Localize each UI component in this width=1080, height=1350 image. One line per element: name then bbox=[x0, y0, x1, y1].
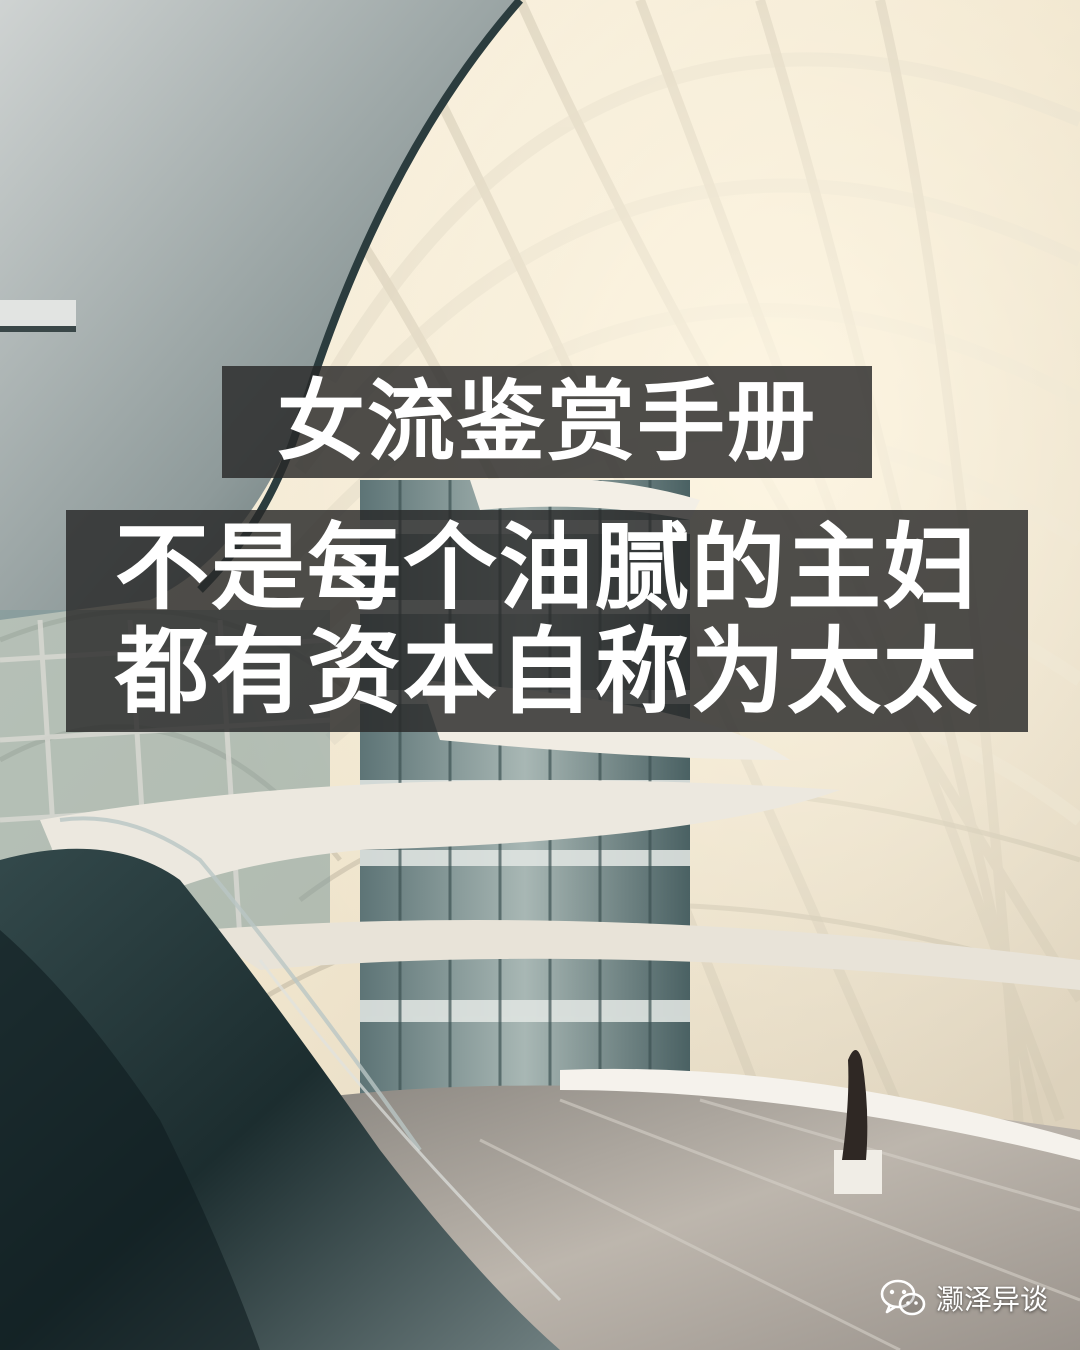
subtitle-caption: 不是每个油腻的主妇 都有资本自称为太太 bbox=[66, 510, 1028, 732]
account-name: 灏泽异谈 bbox=[935, 1283, 1048, 1316]
subtitle-line-1: 不是每个油腻的主妇 bbox=[114, 514, 979, 623]
subtitle-line-2: 都有资本自称为太太 bbox=[114, 618, 979, 727]
account-watermark: 灏泽异谈 bbox=[880, 1276, 1048, 1320]
title-text: 女流鉴赏手册 bbox=[276, 370, 817, 473]
title-caption: 女流鉴赏手册 bbox=[222, 366, 872, 478]
wechat-icon bbox=[880, 1279, 926, 1316]
